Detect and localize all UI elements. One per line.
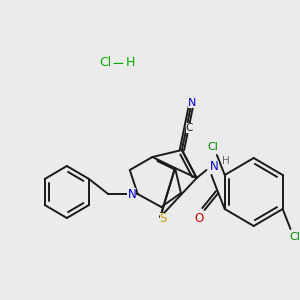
Text: N: N xyxy=(188,98,196,108)
Text: N: N xyxy=(128,188,136,200)
Text: −: − xyxy=(112,56,124,70)
Text: S: S xyxy=(160,212,167,226)
Text: O: O xyxy=(194,212,203,224)
Text: H: H xyxy=(222,156,230,166)
Text: N: N xyxy=(210,160,219,173)
Text: C: C xyxy=(186,123,193,133)
Text: H: H xyxy=(126,56,136,70)
Text: Cl: Cl xyxy=(208,142,218,152)
Text: Cl: Cl xyxy=(289,232,300,242)
Text: Cl: Cl xyxy=(99,56,111,70)
